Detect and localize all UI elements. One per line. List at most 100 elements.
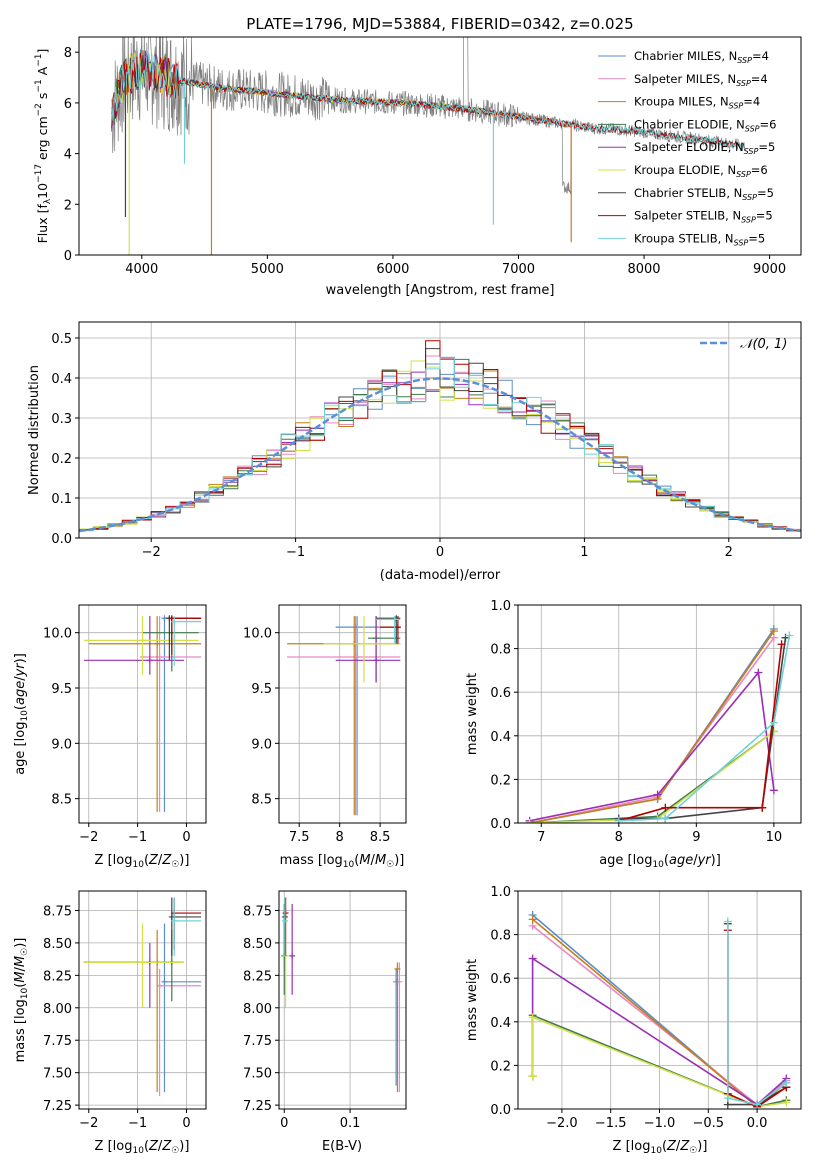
x-tick-label: 0	[182, 830, 190, 845]
histogram-step	[79, 356, 801, 532]
data-spectrum-line	[111, 37, 745, 195]
weight-series-line	[727, 921, 787, 1106]
y-tick-label: 9.5	[51, 682, 72, 697]
x-tick-label: −1.0	[644, 1116, 676, 1131]
y-axis-label: Normed distribution	[27, 365, 42, 495]
figure-title: PLATE=1796, MJD=53884, FIBERID=0342, z=0…	[246, 15, 633, 33]
x-tick-label: 7	[537, 830, 545, 845]
model-spectrum-line	[111, 52, 745, 148]
weight-marker	[528, 954, 537, 963]
y-tick-label: 8.5	[251, 793, 272, 808]
y-tick-label: 0	[64, 249, 72, 264]
age-vs-mass-plot-area	[287, 615, 401, 816]
weight-series-line	[618, 644, 783, 822]
age-vs-Z-frame	[78, 604, 207, 824]
weight-marker	[528, 1072, 537, 1081]
x-tick-label: −1	[128, 830, 147, 845]
legend-label: Salpeter STELIB, NSSP=5	[634, 209, 773, 225]
y-tick-label: 8.50	[243, 937, 272, 952]
mass-vs-Z-plot-area	[83, 897, 202, 1097]
y-tick-label: 0.2	[490, 1059, 511, 1074]
y-tick-label: 7.50	[43, 1067, 72, 1082]
y-tick-label: 8	[64, 46, 72, 61]
data-point	[139, 637, 146, 644]
weight-series-line	[618, 637, 787, 820]
age-vs-mass-frame	[278, 604, 407, 824]
x-tick-label: 1	[580, 545, 588, 560]
data-point	[139, 959, 146, 966]
y-axis-label: Flux [fλ10−17 erg cm−2 s−1 A−1]	[34, 49, 53, 244]
data-point	[154, 640, 161, 647]
y-tick-label: 1.0	[490, 885, 511, 900]
model-spectrum-line	[111, 50, 745, 150]
x-axis-label: E(B-V)	[322, 1139, 362, 1154]
y-tick-label: 10.0	[243, 627, 272, 642]
mass-weight-vs-Z-plot-area	[528, 910, 791, 1109]
weight-marker	[769, 718, 778, 727]
data-point	[171, 917, 178, 924]
data-point	[146, 657, 153, 664]
data-point	[289, 952, 296, 959]
weight-marker	[754, 668, 763, 677]
y-tick-label: 8.75	[43, 904, 72, 919]
weight-series-line	[529, 628, 775, 823]
x-tick-label: 8000	[627, 262, 660, 277]
weight-series-line	[618, 635, 791, 822]
weight-series-line	[529, 730, 775, 823]
weight-marker	[653, 790, 662, 799]
x-tick-label: 4000	[125, 262, 158, 277]
weight-marker	[782, 1078, 791, 1087]
mass-weight-vs-age-plot-area	[525, 624, 794, 823]
x-tick-label: 6000	[376, 262, 409, 277]
weight-marker	[785, 631, 794, 640]
residual-hist-plot-area	[79, 340, 801, 533]
legend-label: Salpeter ELODIE, NSSP=5	[634, 140, 775, 156]
x-tick-label: −2	[79, 830, 98, 845]
y-axis-label: mass weight	[465, 959, 480, 1041]
y-tick-label: 0.6	[490, 686, 511, 701]
x-tick-label: 0.1	[340, 1116, 361, 1131]
data-point	[354, 654, 361, 661]
x-tick-label: 8	[615, 830, 623, 845]
y-tick-label: 0.3	[51, 412, 72, 427]
x-axis-label: wavelength [Angstrom, rest frame]	[326, 283, 555, 298]
x-tick-label: 10	[766, 830, 783, 845]
age-vs-Z-axes: −2 −1 0 8.5 9.0 9.5 10.0 Z [log10(Z/Z☉)] age [lo…	[13, 604, 207, 870]
data-point	[391, 616, 398, 623]
y-tick-label: 8.00	[243, 1002, 272, 1017]
y-tick-label: 8.00	[43, 1002, 72, 1017]
y-tick-label: 7.50	[243, 1067, 272, 1082]
mass-vs-ebv-frame	[278, 890, 407, 1110]
y-tick-label: 0.8	[490, 929, 511, 944]
x-tick-label: −1.5	[595, 1116, 627, 1131]
weight-marker	[769, 786, 778, 795]
y-tick-label: 8.75	[243, 904, 272, 919]
y-axis-label: mass weight	[465, 673, 480, 755]
x-tick-label: 8.5	[370, 830, 391, 845]
y-tick-label: 0.2	[51, 452, 72, 467]
x-axis-label: (data-model)/error	[380, 568, 501, 583]
data-point	[281, 917, 288, 924]
mass-weight-vs-Z-axes: −2.0 −1.5 −1.0 −0.5 0.0 0.0 0.2 0.4 0.6 0.8 1.0 Z […	[465, 885, 802, 1156]
age-vs-mass-axes: 7.5 8 8.5 8.5 9.0 9.5 10.0 mass [log10(M/M☉)]	[243, 604, 407, 870]
weight-series-line	[529, 630, 775, 823]
y-tick-label: 0.0	[490, 1103, 511, 1118]
x-tick-label: 8	[336, 830, 344, 845]
weight-marker	[661, 814, 670, 823]
legend-label: Kroupa ELODIE, NSSP=6	[634, 163, 768, 179]
y-tick-label: 1.0	[490, 599, 511, 614]
y-axis-label: mass [log10(M/M☉)]	[13, 938, 30, 1063]
weight-series-line	[529, 730, 775, 823]
data-point	[373, 657, 380, 664]
x-tick-label: 5000	[251, 262, 284, 277]
x-axis-label: mass [log10(M/M☉)]	[280, 853, 405, 870]
y-tick-label: 8.25	[43, 969, 72, 984]
weight-series-line	[529, 670, 775, 822]
legend-label: Chabrier MILES, NSSP=4	[634, 49, 769, 65]
y-tick-label: 7.25	[243, 1099, 272, 1114]
y-tick-label: 9.0	[51, 737, 72, 752]
mass-vs-ebv-plot-area	[281, 897, 403, 1093]
y-tick-label: 0.6	[490, 972, 511, 987]
y-axis-label: age [log10(age/yr)]	[13, 653, 30, 775]
x-tick-label: 7.5	[289, 830, 310, 845]
